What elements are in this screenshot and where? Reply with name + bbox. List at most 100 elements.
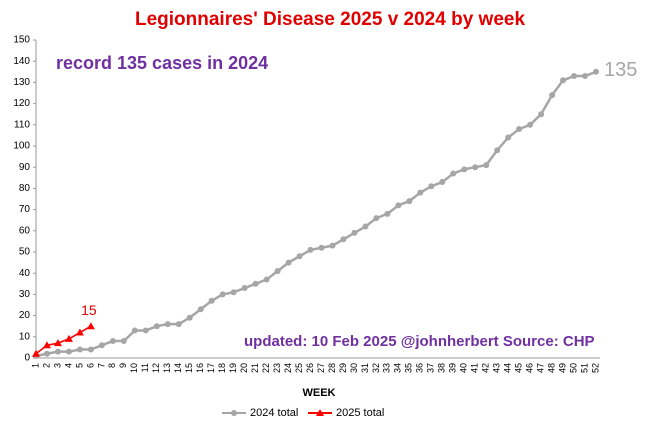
x-tick-label: 15 [184, 363, 194, 373]
data-point [32, 349, 40, 357]
data-point [417, 189, 424, 196]
y-tick-label: 130 [13, 77, 30, 88]
x-tick-label: 37 [426, 363, 436, 373]
data-point [98, 342, 105, 349]
legend-marker [231, 410, 237, 416]
x-tick-label: 22 [261, 363, 271, 373]
y-tick-label: 60 [19, 225, 31, 236]
data-point [263, 276, 270, 283]
x-tick-label: 9 [118, 363, 128, 368]
data-point [527, 121, 534, 128]
y-tick-label: 20 [19, 310, 31, 321]
data-point [197, 306, 204, 313]
data-point [351, 229, 358, 236]
data-point [329, 242, 336, 249]
x-tick-label: 11 [140, 363, 150, 372]
x-tick-label: 48 [546, 363, 556, 373]
x-tick-label: 27 [316, 363, 326, 373]
y-tick-label: 10 [19, 331, 31, 342]
x-tick-label: 32 [371, 363, 381, 373]
x-tick-label: 17 [206, 363, 216, 373]
y-tick-label: 120 [13, 98, 30, 109]
x-tick-label: 46 [524, 363, 534, 373]
data-point [406, 198, 413, 205]
data-point [175, 321, 182, 328]
y-tick-label: 110 [14, 119, 30, 130]
x-tick-label: 16 [195, 363, 205, 373]
data-point [593, 68, 599, 75]
annotation: record 135 cases in 2024 [56, 53, 268, 73]
data-point [54, 348, 61, 355]
data-point [494, 147, 501, 154]
x-tick-label: 24 [283, 363, 293, 373]
data-point [186, 314, 193, 321]
data-point [208, 297, 215, 304]
legend-label: 2025 total [336, 407, 384, 419]
data-point [86, 322, 95, 330]
data-point [164, 321, 171, 328]
x-tick-label: 20 [239, 363, 249, 373]
data-point [571, 73, 578, 80]
data-point [318, 244, 325, 251]
data-point [219, 291, 226, 298]
legend-label: 2024 total [250, 407, 298, 419]
x-tick-label: 35 [404, 363, 414, 373]
data-point [65, 348, 72, 355]
x-tick-label: 12 [151, 363, 161, 373]
data-point [516, 126, 523, 133]
x-tick-label: 36 [415, 363, 425, 373]
y-tick-label: 50 [19, 247, 31, 258]
y-tick-label: 140 [13, 56, 30, 67]
x-tick-label: 28 [327, 363, 337, 373]
x-tick-label: 38 [437, 363, 447, 373]
data-point [109, 338, 116, 345]
x-tick-label: 19 [228, 363, 238, 373]
data-point [461, 166, 468, 173]
x-tick-label: 23 [272, 363, 282, 373]
chart-title: Legionnaires' Disease 2025 v 2024 by wee… [135, 9, 525, 30]
x-tick-label: 47 [535, 363, 545, 373]
data-point [42, 341, 51, 349]
y-tick-label: 30 [19, 289, 31, 300]
y-tick-label: 100 [13, 141, 30, 152]
x-tick-label: 34 [393, 363, 403, 373]
data-point [472, 164, 479, 171]
data-point [131, 327, 138, 334]
y-tick-label: 70 [19, 204, 31, 215]
y-tick-label: 40 [19, 268, 31, 279]
data-point [252, 280, 259, 287]
x-tick-label: 30 [349, 363, 359, 373]
x-axis-label: WEEK [303, 387, 336, 399]
data-point [274, 268, 281, 275]
x-tick-label: 5 [74, 363, 84, 368]
data-point [285, 259, 292, 266]
y-tick-label: 90 [19, 162, 31, 173]
data-point [582, 73, 589, 80]
data-point [43, 350, 50, 357]
y-tick-label: 150 [13, 35, 30, 46]
annotation: updated: 10 Feb 2025 @johnherbert Source… [244, 333, 595, 350]
x-tick-label: 49 [557, 363, 567, 373]
data-point [230, 289, 237, 296]
x-tick-label: 45 [514, 363, 524, 373]
data-point [560, 77, 567, 84]
data-point [373, 215, 380, 222]
data-point [75, 328, 84, 336]
x-tick-label: 6 [85, 363, 95, 368]
x-tick-label: 50 [568, 363, 578, 373]
legend-marker [316, 409, 324, 416]
x-tick-label: 33 [382, 363, 392, 373]
data-point [153, 323, 160, 330]
x-tick-label: 10 [129, 363, 139, 373]
data-point [307, 246, 314, 253]
x-tick-label: 4 [63, 363, 73, 368]
x-tick-label: 41 [470, 363, 480, 373]
data-point [87, 346, 94, 353]
data-point [241, 285, 248, 292]
x-tick-label: 25 [294, 363, 304, 373]
x-tick-label: 44 [503, 363, 513, 373]
data-point [340, 236, 347, 243]
data-point [538, 111, 545, 118]
series-line [35, 70, 597, 358]
data-point [428, 183, 435, 190]
